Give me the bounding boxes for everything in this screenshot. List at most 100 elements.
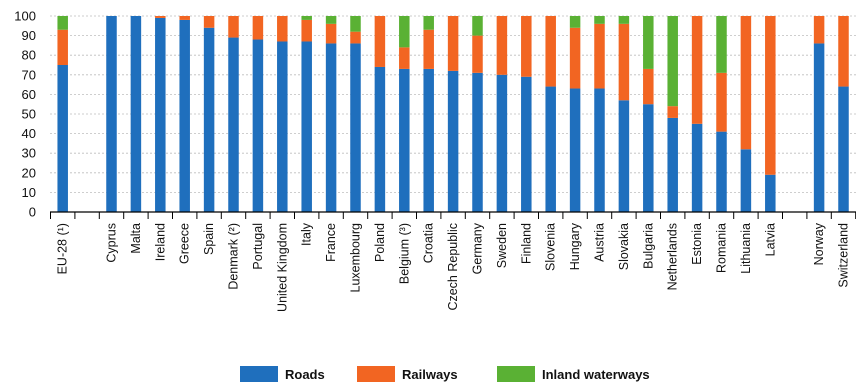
bar-segment-roads: Germany – Roads: 71 xyxy=(472,72,483,212)
bar-segment-railways: Portugal – Railways: 12 xyxy=(252,16,264,40)
y-tick-label: 70 xyxy=(22,67,36,82)
bar-segment-railways: Estonia – Railways: 55 xyxy=(691,16,703,124)
bar-segment-roads: Estonia – Roads: 45 xyxy=(691,123,703,212)
x-tick-label: Poland xyxy=(373,223,387,262)
bar-segment-roads: Hungary – Roads: 63 xyxy=(569,88,581,212)
bars: EU-28 (¹) – Roads: 75EU-28 (¹) – Railway… xyxy=(57,16,849,213)
bar-segment-inland-waterways: Belgium (³) – Inland waterways: 16 xyxy=(399,16,410,48)
bar-segment-railways: United Kingdom – Railways: 13 xyxy=(277,16,288,42)
x-tick-label: Finland xyxy=(519,223,533,264)
x-tick-label: Bulgaria xyxy=(641,223,655,269)
bar-segment-roads: United Kingdom – Roads: 87 xyxy=(277,41,288,213)
x-tick-label: Slovakia xyxy=(617,223,631,270)
legend-swatch-inland-waterways xyxy=(497,366,535,382)
x-tick-label: Malta xyxy=(129,223,143,254)
y-tick-label: 90 xyxy=(22,28,36,43)
x-tick-label: Luxembourg xyxy=(349,223,363,293)
bar-segment-roads: Greece – Roads: 98 xyxy=(179,19,190,213)
legend-label: Railways xyxy=(402,367,458,382)
bar-segment-railways: Denmark (²) – Railways: 11 xyxy=(228,16,239,38)
bar-segment-railways: Norway – Railways: 14 xyxy=(813,16,825,44)
x-tick-label: Netherlands xyxy=(666,223,680,290)
bar-segment-roads: Slovakia – Roads: 57 xyxy=(618,100,630,212)
x-tick-label: Germany xyxy=(471,222,485,274)
bar-segment-roads: Malta – Roads: 100 xyxy=(130,16,142,212)
bar-segment-railways: Czech Republic – Railways: 28 xyxy=(447,16,459,71)
bar-segment-roads: Italy – Roads: 87 xyxy=(301,41,312,213)
x-tick-label: Cyprus xyxy=(105,223,119,263)
bar-segment-railways: Lithuania – Railways: 68 xyxy=(740,16,752,150)
bar-segment-roads: Poland – Roads: 74 xyxy=(374,66,386,213)
x-tick-label: Czech Republic xyxy=(446,223,460,311)
bar-segment-roads: Netherlands – Roads: 48 xyxy=(667,117,678,212)
y-tick-label: 60 xyxy=(22,87,36,102)
bar-segment-railways: Spain – Railways: 6 xyxy=(203,16,215,28)
y-tick-label: 80 xyxy=(22,48,36,63)
x-tick-label: Slovenia xyxy=(544,223,558,271)
x-tick-label: Austria xyxy=(593,223,607,262)
bar-segment-roads: Romania – Roads: 41 xyxy=(716,131,727,212)
bar-segment-inland-waterways: Hungary – Inland waterways: 6 xyxy=(569,16,581,28)
bar-segment-railways: Sweden – Railways: 30 xyxy=(496,16,508,75)
bar-segment-roads: Finland – Roads: 69 xyxy=(521,76,532,212)
bar-segment-railways: Poland – Railways: 26 xyxy=(374,16,386,67)
x-tick-label: Spain xyxy=(202,223,216,255)
legend-swatch-railways xyxy=(357,366,395,382)
x-tick-label: Latvia xyxy=(763,223,777,256)
bar-segment-railways: EU-28 (¹) – Railways: 18 xyxy=(57,29,68,65)
bar-segment-roads: France – Roads: 86 xyxy=(325,43,337,212)
bar-segment-roads: Cyprus – Roads: 100 xyxy=(106,16,117,212)
bar-segment-roads: Norway – Roads: 86 xyxy=(813,43,825,212)
x-tick-label: Greece xyxy=(178,223,192,264)
x-tick-label: Romania xyxy=(715,223,729,273)
bar-segment-roads: Austria – Roads: 63 xyxy=(594,88,605,212)
y-tick-label: 20 xyxy=(22,165,36,180)
bar-segment-railways: Slovenia – Railways: 36 xyxy=(545,16,556,87)
bar-segment-railways: Netherlands – Railways: 6 xyxy=(667,106,678,118)
bar-segment-railways: Finland – Railways: 31 xyxy=(521,16,532,77)
bar-segment-inland-waterways: Bulgaria – Inland waterways: 27 xyxy=(643,16,654,69)
bar-segment-inland-waterways: Romania – Inland waterways: 29 xyxy=(716,16,727,73)
bar-segment-railways: Italy – Railways: 11 xyxy=(301,19,312,42)
bar-segment-inland-waterways: Netherlands – Inland waterways: 46 xyxy=(667,16,678,107)
bar-segment-roads: Lithuania – Roads: 32 xyxy=(740,149,752,212)
legend-label: Roads xyxy=(285,367,325,382)
bar-segment-inland-waterways: Germany – Inland waterways: 10 xyxy=(472,16,483,36)
bar-segment-inland-waterways: Slovakia – Inland waterways: 4 xyxy=(618,16,630,24)
y-tick-label: 0 xyxy=(29,205,36,220)
legend: Roads Railways Inland waterways xyxy=(240,366,650,382)
bar-segment-railways: Bulgaria – Railways: 18 xyxy=(643,68,654,105)
bar-segment-inland-waterways: Italy – Inland waterways: 2 xyxy=(301,16,312,20)
bar-segment-railways: Slovakia – Railways: 39 xyxy=(618,23,630,101)
bar-segment-roads: Denmark (²) – Roads: 89 xyxy=(228,37,239,213)
bar-segment-railways: Hungary – Railways: 31 xyxy=(569,27,581,89)
bar-segment-inland-waterways: EU-28 (¹) – Inland waterways: 7 xyxy=(57,16,68,30)
bar-segment-railways: Austria – Railways: 33 xyxy=(594,23,605,89)
bar-segment-roads: Croatia – Roads: 73 xyxy=(423,68,434,212)
bar-segment-railways: Switzerland – Railways: 36 xyxy=(838,16,849,87)
x-tick-label: Hungary xyxy=(568,222,582,270)
bar-segment-roads: Ireland – Roads: 99 xyxy=(155,17,166,213)
bar-segment-roads: Belgium (³) – Roads: 73 xyxy=(399,68,410,212)
axes: 0 10 20 30 40 50 60 70 80 90 100 EU-28 (¹) Cyprus Mal… xyxy=(14,9,856,312)
bar-segment-inland-waterways: France – Inland waterways: 4 xyxy=(325,16,337,24)
y-tick-label: 30 xyxy=(22,146,36,161)
bar-segment-roads: EU-28 (¹) – Roads: 75 xyxy=(57,65,68,212)
x-tick-label: Switzerland xyxy=(837,223,851,288)
bar-segment-railways: France – Railways: 10 xyxy=(325,23,337,44)
bar-segment-railways: Croatia – Railways: 20 xyxy=(423,29,434,69)
x-tick-label: Estonia xyxy=(690,223,704,265)
x-tick-label: Croatia xyxy=(422,223,436,263)
x-tick-label: Norway xyxy=(812,222,826,265)
legend-label: Inland waterways xyxy=(542,367,650,382)
x-tick-label: France xyxy=(324,223,338,262)
x-tick-label: Italy xyxy=(300,222,314,246)
bar-segment-railways: Belgium (³) – Railways: 11 xyxy=(399,47,410,69)
bar-segment-roads: Spain – Roads: 94 xyxy=(203,27,215,213)
bar-segment-railways: Ireland – Railways: 1 xyxy=(155,16,166,18)
bar-segment-inland-waterways: Luxembourg – Inland waterways: 8 xyxy=(350,16,361,32)
bar-segment-roads: Portugal – Roads: 88 xyxy=(252,39,264,212)
bar-segment-inland-waterways: Croatia – Inland waterways: 7 xyxy=(423,16,434,30)
legend-swatch-roads xyxy=(240,366,278,382)
